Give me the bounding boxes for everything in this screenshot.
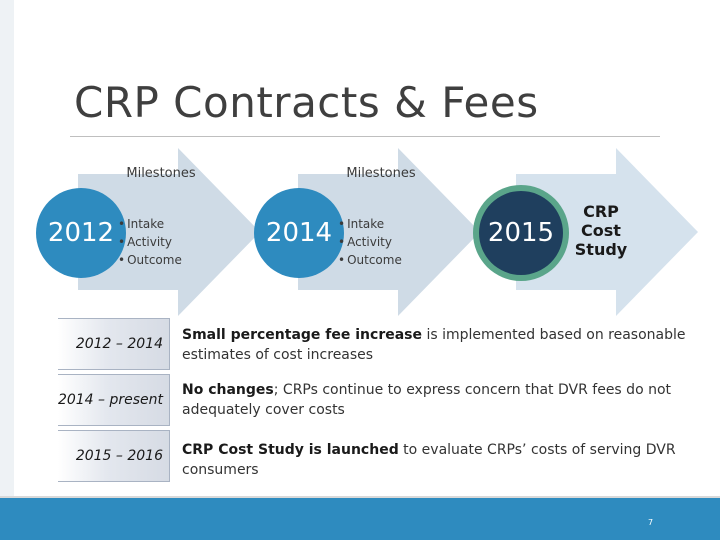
- list-item: Intake: [338, 215, 402, 233]
- list-item: Outcome: [338, 251, 402, 269]
- footer-band: [0, 498, 720, 540]
- period-2014-present: 2014 – present: [58, 374, 170, 426]
- stage-2012-year: 2012: [47, 218, 115, 248]
- page-number: 7: [648, 518, 654, 527]
- slide-title: CRP Contracts & Fees: [74, 78, 539, 127]
- stage-2015-circle: 2015: [473, 185, 569, 281]
- row-detail: is implemented based on reasonable estim…: [182, 327, 686, 363]
- list-item: Outcome: [118, 251, 182, 269]
- row-detail: ; CRPs continue to express concern that …: [182, 382, 672, 418]
- cost-label-line: Cost: [581, 221, 621, 240]
- row-highlight: CRP Cost Study is launched: [182, 442, 399, 458]
- stage-2014-year: 2014: [265, 218, 333, 248]
- cost-label-line: CRP: [583, 202, 619, 221]
- row-description: Small percentage fee increase is impleme…: [182, 325, 692, 365]
- row-detail: to evaluate CRPs’ costs of serving DVR c…: [182, 442, 676, 478]
- period-2012-2014: 2012 – 2014: [58, 318, 170, 370]
- stage-2015-year: 2015: [487, 218, 555, 248]
- stage-2012-circle: 2012: [36, 188, 126, 278]
- stage-2014-circle: 2014: [254, 188, 344, 278]
- stage-2015-inner-circle: 2015: [479, 191, 563, 275]
- row-description: No changes; CRPs continue to express con…: [182, 380, 692, 420]
- stage-2012-list: Intake Activity Outcome: [118, 215, 182, 269]
- list-item: Activity: [118, 233, 182, 251]
- list-item: Intake: [118, 215, 182, 233]
- list-item: Activity: [338, 233, 402, 251]
- stage-2014-list: Intake Activity Outcome: [338, 215, 402, 269]
- stage-2014-heading: Milestones: [346, 166, 416, 181]
- cost-label-line: Study: [574, 240, 628, 259]
- period-2015-2016: 2015 – 2016: [58, 430, 170, 482]
- stage-2012-heading: Milestones: [126, 166, 196, 181]
- row-highlight: No changes: [182, 382, 274, 398]
- title-divider: [70, 136, 660, 137]
- row-highlight: Small percentage fee increase: [182, 327, 422, 343]
- stage-2015-label: CRP Cost Study: [566, 202, 636, 259]
- row-description: CRP Cost Study is launched to evaluate C…: [182, 440, 692, 480]
- footer-divider: [0, 496, 720, 498]
- left-edge-band: [0, 0, 14, 540]
- stage-2015-arrow: [516, 148, 698, 316]
